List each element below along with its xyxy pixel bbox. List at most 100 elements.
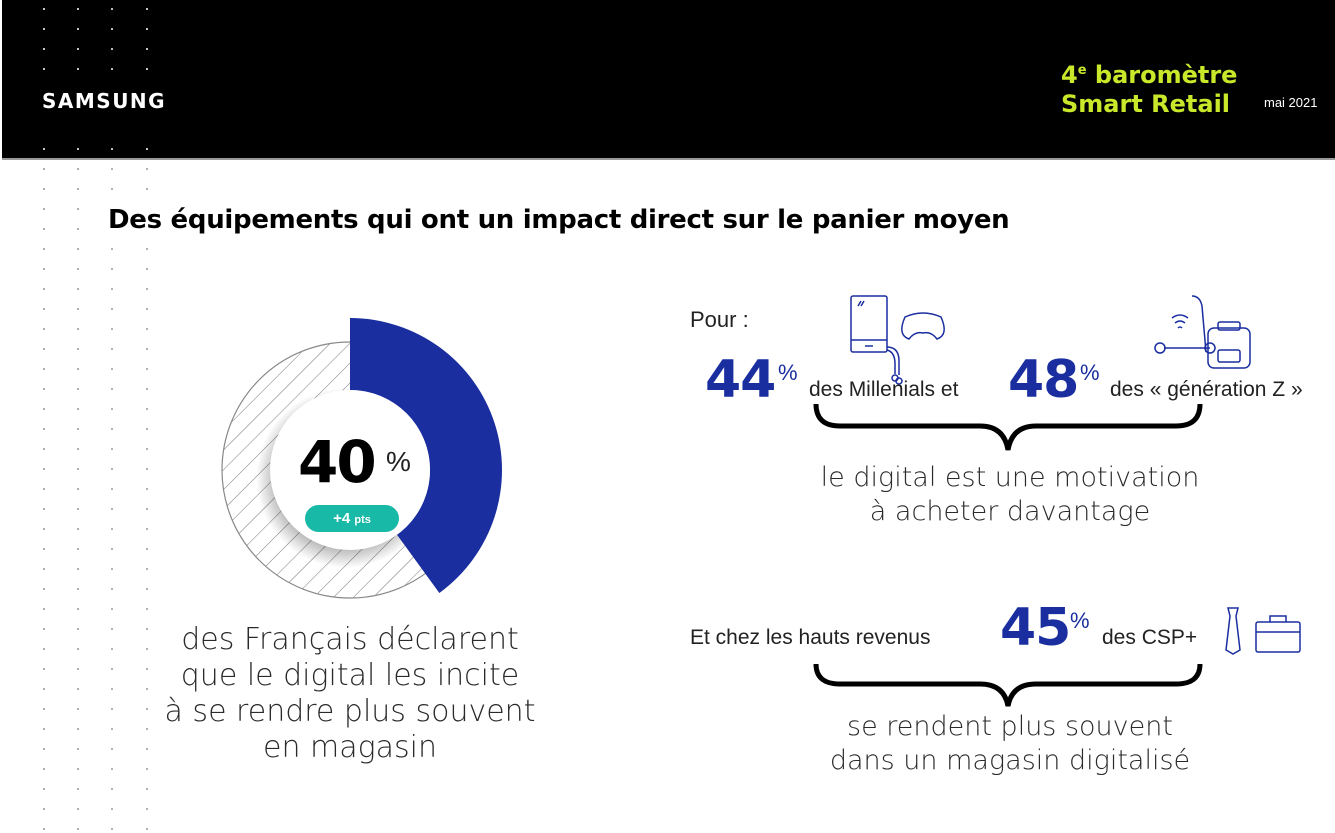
badge-unit: pts — [354, 514, 371, 526]
dot — [111, 28, 113, 30]
dot — [111, 448, 113, 450]
dot — [43, 68, 45, 70]
caption-line: à se rendre plus souvent — [164, 694, 536, 729]
dot — [111, 588, 113, 590]
dot — [111, 308, 113, 310]
dot — [43, 648, 45, 650]
dot — [146, 668, 148, 670]
dot — [77, 308, 79, 310]
dot — [146, 148, 148, 150]
motivation-line: le digital est une motivation — [820, 462, 1200, 493]
dot — [111, 828, 113, 830]
dot — [111, 768, 113, 770]
dot — [77, 448, 79, 450]
smartphone-gamepad-icon — [850, 295, 945, 385]
dot — [77, 188, 79, 190]
dot — [43, 388, 45, 390]
barometer-subtitle: Smart Retail — [1061, 90, 1231, 118]
dot — [77, 348, 79, 350]
dot — [77, 8, 79, 10]
dot — [146, 8, 148, 10]
dot — [146, 448, 148, 450]
samsung-logo: SAMSUNG — [42, 89, 167, 113]
dot — [77, 488, 79, 490]
dot — [111, 428, 113, 430]
date-label: mai 2021 — [1264, 95, 1318, 110]
dot — [111, 288, 113, 290]
motivation-text: le digital est une motivation à acheter … — [760, 461, 1260, 529]
store-text: se rendent plus souvent dans un magasin … — [760, 710, 1260, 778]
dot — [77, 628, 79, 630]
dot — [111, 468, 113, 470]
donut-caption: des Français déclarent que le digital le… — [160, 622, 540, 766]
dot — [146, 348, 148, 350]
genz-label: des « génération Z » — [1110, 378, 1303, 401]
dot — [111, 648, 113, 650]
donut-value: 40 — [298, 428, 377, 496]
donut-slice-value — [350, 318, 502, 593]
dot — [43, 828, 45, 830]
dot — [77, 528, 79, 530]
dot — [146, 828, 148, 830]
dot — [77, 248, 79, 250]
dot — [146, 588, 148, 590]
dot — [43, 788, 45, 790]
dot — [77, 288, 79, 290]
dot — [77, 768, 79, 770]
dot — [77, 368, 79, 370]
dot — [43, 488, 45, 490]
dot — [111, 328, 113, 330]
dot — [146, 308, 148, 310]
dot — [43, 428, 45, 430]
dot — [146, 648, 148, 650]
dot — [77, 328, 79, 330]
dot — [146, 508, 148, 510]
dot — [43, 568, 45, 570]
barometer-sup: e — [1077, 63, 1087, 78]
dot — [111, 388, 113, 390]
dot — [43, 688, 45, 690]
dot — [77, 468, 79, 470]
dot — [111, 188, 113, 190]
dot — [111, 268, 113, 270]
dot — [146, 368, 148, 370]
dot — [111, 368, 113, 370]
tie-briefcase-icon — [1225, 607, 1301, 655]
dot — [111, 668, 113, 670]
dot — [146, 748, 148, 750]
dot — [111, 708, 113, 710]
barometer-title: 4e baromètre Smart Retail — [1061, 56, 1237, 119]
dot — [111, 348, 113, 350]
dot — [146, 48, 148, 50]
dot — [111, 68, 113, 70]
dot — [146, 268, 148, 270]
scooter-backpack-icon — [1154, 295, 1251, 369]
dot — [77, 228, 79, 230]
curly-brace-top — [813, 403, 1203, 451]
dot — [146, 768, 148, 770]
dot — [146, 608, 148, 610]
dot — [146, 248, 148, 250]
dot — [111, 628, 113, 630]
dot — [43, 748, 45, 750]
dot — [111, 748, 113, 750]
dot — [43, 48, 45, 50]
dot — [146, 408, 148, 410]
dot — [146, 168, 148, 170]
dot — [43, 328, 45, 330]
dot — [146, 468, 148, 470]
dot — [77, 568, 79, 570]
dot — [77, 148, 79, 150]
dot — [43, 288, 45, 290]
dot — [43, 148, 45, 150]
dot — [77, 548, 79, 550]
dot — [43, 8, 45, 10]
genz-value: 48 — [1008, 350, 1079, 410]
dot — [43, 248, 45, 250]
high-income-label: Et chez les hauts revenus — [690, 626, 931, 649]
donut-percent: % — [386, 446, 411, 477]
dot — [43, 468, 45, 470]
store-line: se rendent plus souvent — [847, 711, 1173, 742]
dot — [146, 328, 148, 330]
dot — [146, 788, 148, 790]
